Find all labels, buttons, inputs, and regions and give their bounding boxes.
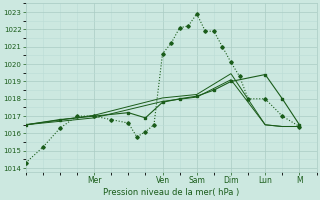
X-axis label: Pression niveau de la mer( hPa ): Pression niveau de la mer( hPa ) [103,188,239,197]
